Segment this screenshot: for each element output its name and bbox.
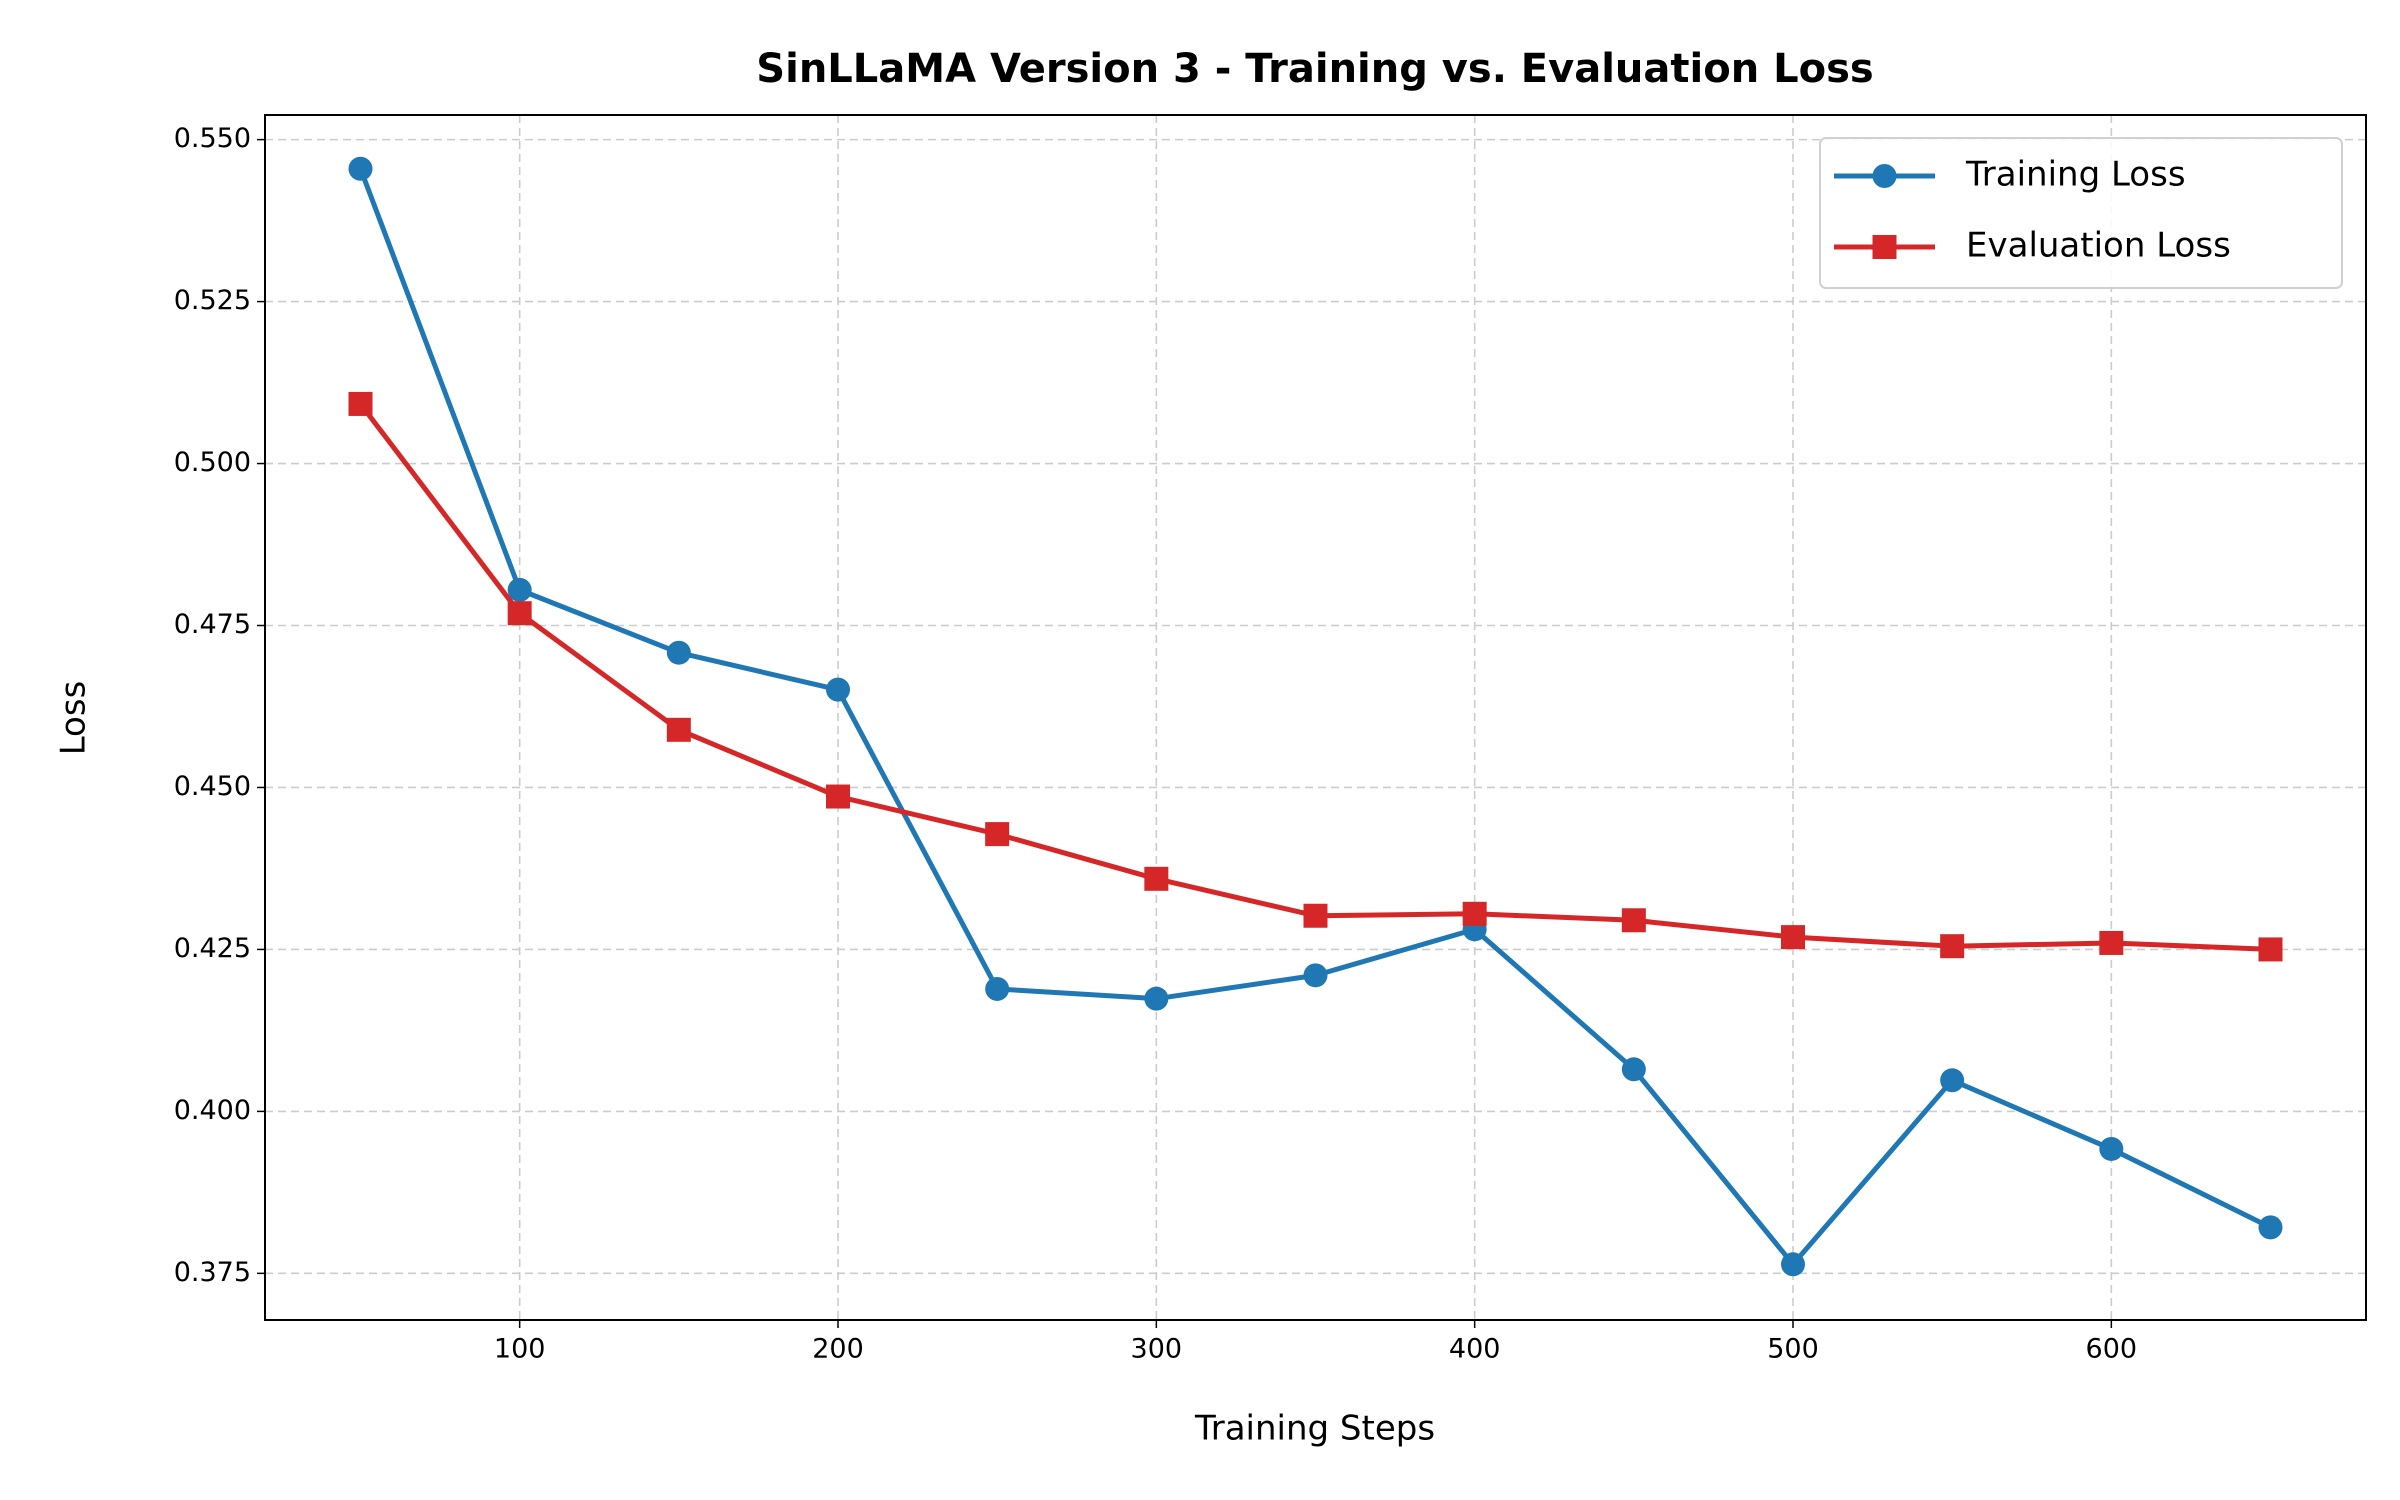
y-tick-label: 0.450 [174,771,251,802]
x-tick-label: 600 [2086,1334,2138,1365]
data-point [1781,925,1805,950]
data-point [826,677,850,702]
x-axis-label: Training Steps [1194,1409,1435,1449]
data-point [507,577,532,602]
data-point [1144,866,1169,891]
legend-marker [1872,164,1897,188]
y-tick-label: 0.525 [174,285,251,316]
y-tick-label: 0.375 [174,1257,251,1288]
x-tick-label: 500 [1767,1334,1819,1365]
legend-label: Evaluation Loss [1966,226,2231,266]
data-point [1303,963,1328,988]
x-tick-label: 100 [494,1334,546,1365]
y-tick-label: 0.475 [174,609,251,640]
data-point [666,717,691,742]
legend-box [1819,137,2343,289]
legend-marker [1872,235,1897,259]
data-point [348,156,373,181]
data-point [2099,1136,2124,1161]
data-point [1621,908,1646,933]
data-point [826,784,850,809]
data-point [1940,934,1965,959]
data-point [1462,901,1487,926]
data-point [348,391,373,416]
x-tick-label: 300 [1131,1334,1183,1365]
data-point [985,822,1010,847]
legend-label: Training Loss [1965,155,2186,195]
data-point [2258,937,2283,962]
y-axis-label: Loss [54,681,94,756]
x-tick-label: 400 [1449,1334,1501,1365]
data-point [666,640,691,665]
data-point [1781,1252,1805,1277]
data-point [2099,930,2124,955]
data-point [2258,1215,2283,1240]
data-point [507,601,532,626]
chart-title: SinLLaMA Version 3 - Training vs. Evalua… [756,46,1873,92]
y-tick-label: 0.500 [174,447,251,478]
data-point [1303,903,1328,928]
y-tick-label: 0.400 [174,1095,251,1126]
data-point [1144,986,1169,1011]
legend: Training Loss Evaluation Loss [1819,137,2343,289]
data-point [1940,1068,1965,1093]
plot-frame [264,114,2367,1321]
y-tick-label: 0.550 [174,123,251,154]
y-tick-label: 0.425 [174,933,251,964]
data-point [1621,1057,1646,1082]
x-tick-label: 200 [812,1334,864,1365]
data-point [985,976,1010,1001]
